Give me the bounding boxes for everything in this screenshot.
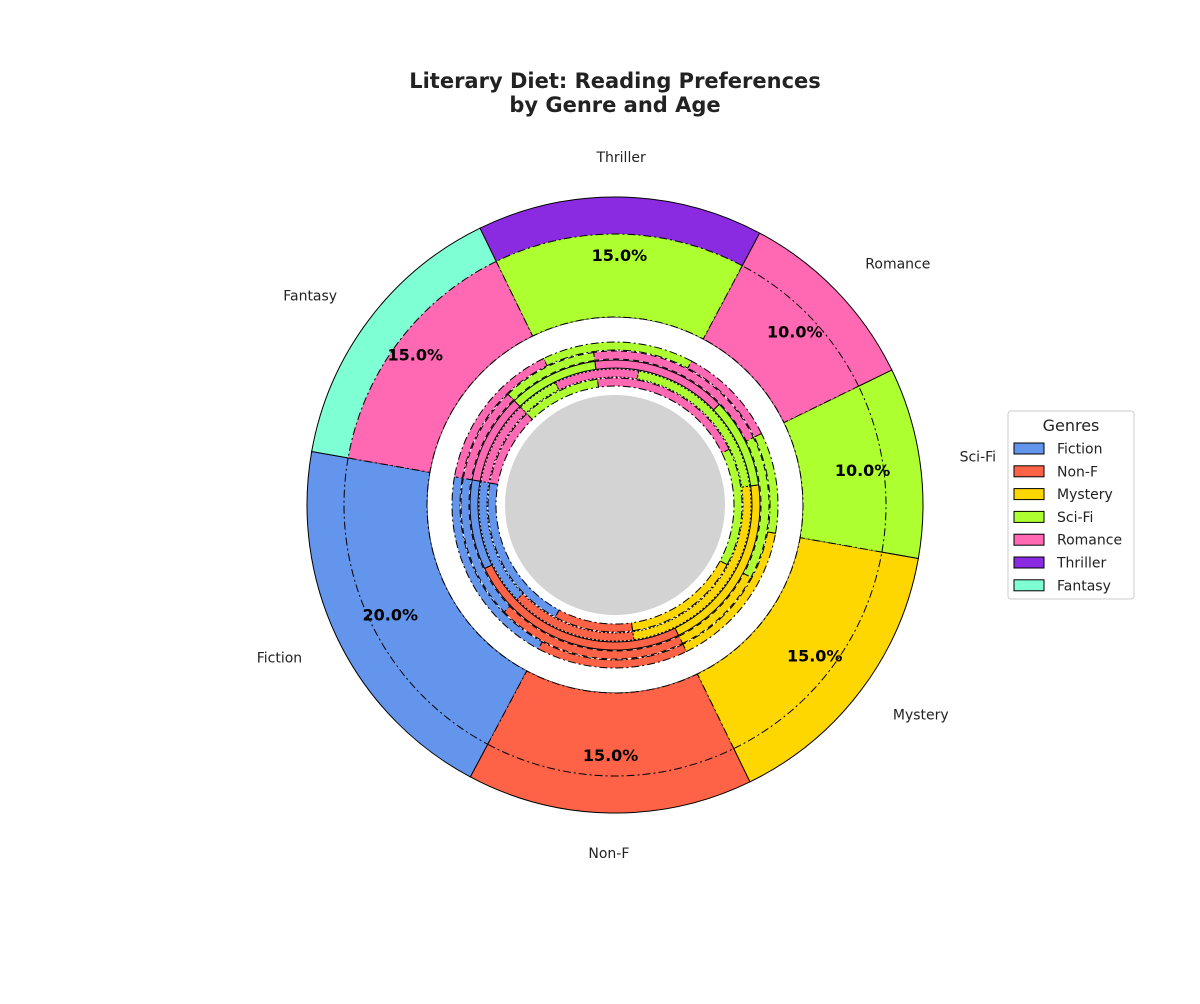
category-label-thriller: Thriller: [595, 150, 645, 166]
legend-label: Mystery: [1057, 487, 1113, 503]
overlay-ring-wedge-romance: [702, 265, 860, 424]
inner-ring-1-wedge-fantasy: [453, 357, 548, 479]
inner-ring-4-wedge-fantasy: [480, 406, 527, 484]
category-label-non-f: Non-F: [588, 846, 629, 862]
inner-ring-5-wedge-sci-fi: [719, 448, 743, 566]
percent-label: 15.0%: [583, 746, 639, 765]
labels-layer: Fiction Non-F Mystery Sci-Fi Romance Thriller…: [257, 150, 996, 862]
overlay-ring-wedge-thriller: [495, 233, 743, 340]
legend-swatch: [1013, 465, 1045, 478]
percent-label: 15.0%: [592, 246, 648, 265]
category-label-sci-fi: Sci-Fi: [960, 450, 996, 466]
percent-label: 10.0%: [767, 322, 823, 341]
legend-swatch: [1013, 533, 1045, 546]
legend: Genres Fiction Non-F Mystery Sci-Fi Romance T…: [1007, 410, 1135, 600]
legend-swatch: [1013, 556, 1045, 569]
inner-ring-5-wedge-fantasy: [489, 412, 534, 485]
inner-ring-4-wedge-thriller: [519, 382, 560, 414]
percent-label: 15.0%: [388, 346, 444, 365]
chart-title-line-1: Literary Diet: Reading Preferences: [409, 69, 821, 93]
category-label-romance: Romance: [865, 256, 930, 272]
inner-ring-2-wedge-fantasy: [462, 393, 515, 481]
inner-ring-1-wedge-sci-fi: [753, 432, 779, 534]
overlay-ring-wedge-mystery: [696, 537, 883, 750]
inner-ring-1-wedge-romance: [687, 360, 763, 438]
legend-label: Fantasy: [1057, 578, 1111, 594]
inner-ring-2-wedge-fiction: [460, 477, 511, 613]
legend-swatch: [1013, 579, 1045, 592]
percent-label: 20.0%: [363, 606, 419, 625]
legend-label: Sci-Fi: [1057, 510, 1093, 526]
center-circle: [503, 393, 727, 617]
inner-ring-4-wedge-non-f: [516, 593, 635, 642]
chart-title-line-2: by Genre and Age: [509, 93, 720, 117]
legend-label: Fiction: [1057, 442, 1102, 458]
category-label-fiction: Fiction: [257, 651, 302, 667]
inner-ring-2-wedge-sci-fi: [743, 436, 770, 578]
legend-label: Non-F: [1057, 464, 1098, 480]
inner-ring-3-wedge-fantasy: [471, 399, 521, 482]
percent-label: 15.0%: [787, 647, 843, 666]
overlay-ring-wedge-non-f: [487, 670, 735, 777]
overlay-ring-wedge-sci-fi: [783, 385, 887, 553]
legend-label: Thriller: [1056, 556, 1106, 572]
inner-ring-4-wedge-sci-fi: [636, 370, 751, 488]
category-label-fantasy: Fantasy: [283, 289, 337, 305]
percent-label: 10.0%: [835, 461, 891, 480]
overlay-ring-wedge-fantasy: [347, 260, 534, 473]
legend-frame: [1007, 410, 1135, 600]
rings-layer: [306, 196, 924, 814]
category-label-mystery: Mystery: [893, 707, 949, 723]
legend-swatch: [1013, 442, 1045, 455]
legend-swatch: [1013, 488, 1045, 501]
legend-label: Romance: [1057, 533, 1122, 549]
legend-title: Genres: [1043, 416, 1100, 435]
legend-swatch: [1013, 510, 1045, 523]
legend-items: Fiction Non-F Mystery Sci-Fi Romance Thriller…: [1013, 442, 1122, 594]
inner-ring-5-wedge-mystery: [630, 560, 728, 632]
